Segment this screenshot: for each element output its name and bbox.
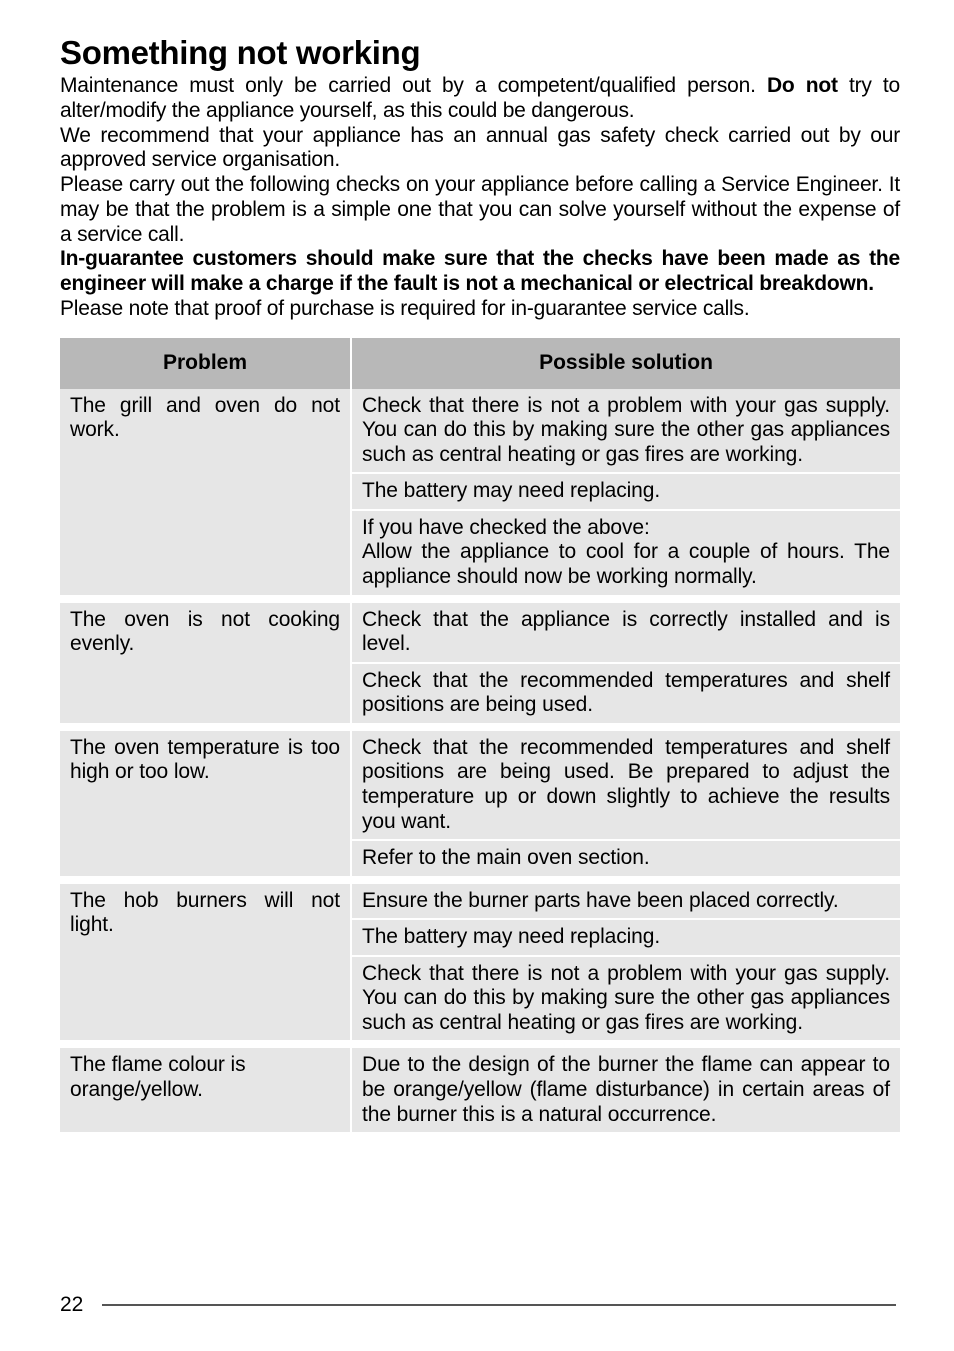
intro-p2: We recommend that your appliance has an … xyxy=(60,124,900,174)
table-separator xyxy=(60,723,900,731)
troubleshoot-table: Problem Possible solution The grill and … xyxy=(60,338,900,1133)
solution-cell: Ensure the burner parts have been placed… xyxy=(352,884,900,921)
solution-cell: Check that the appliance is correctly in… xyxy=(352,603,900,664)
intro-block: Maintenance must only be carried out by … xyxy=(60,74,900,247)
problem-cell: The flame colour is orange/yellow. xyxy=(60,1048,352,1132)
footer-rule xyxy=(102,1304,896,1306)
solution-cell: If you have checked the above:Allow the … xyxy=(352,511,900,595)
solution-cell: Due to the design of the burner the flam… xyxy=(352,1048,900,1132)
page-title: Something not working xyxy=(60,34,900,72)
table-separator xyxy=(60,595,900,603)
problem-cell: The oven temperature is too high or too … xyxy=(60,731,352,876)
solution-cell: Check that the recommended temperatures … xyxy=(352,731,900,841)
table-row: The grill and oven do not work.Check tha… xyxy=(60,389,900,475)
table-separator xyxy=(60,876,900,884)
intro-p5: Please note that proof of purchase is re… xyxy=(60,297,900,322)
table-row: The oven temperature is too high or too … xyxy=(60,731,900,841)
table-row: The flame colour is orange/yellow.Due to… xyxy=(60,1048,900,1132)
table-header-row: Problem Possible solution xyxy=(60,338,900,389)
intro-p4: In-guarantee customers should make sure … xyxy=(60,247,900,297)
solution-cell: Check that there is not a problem with y… xyxy=(352,389,900,475)
intro-p1a: Maintenance must only be carried out by … xyxy=(60,74,767,97)
solution-cell: The battery may need replacing. xyxy=(352,920,900,957)
table-separator xyxy=(60,1040,900,1048)
intro-p3: Please carry out the following checks on… xyxy=(60,173,900,247)
table-row: The hob burners will not light.Ensure th… xyxy=(60,884,900,921)
table-row: The oven is not cooking evenly.Check tha… xyxy=(60,603,900,664)
intro-p1: Maintenance must only be carried out by … xyxy=(60,74,900,124)
solution-cell: Refer to the main oven section. xyxy=(352,841,900,876)
solution-cell: The battery may need replacing. xyxy=(352,474,900,511)
col-header-problem: Problem xyxy=(60,338,352,389)
intro-p1b: Do not xyxy=(767,74,838,97)
problem-cell: The hob burners will not light. xyxy=(60,884,352,1041)
page-number: 22 xyxy=(60,1293,83,1317)
solution-cell: Check that there is not a problem with y… xyxy=(352,957,900,1041)
problem-cell: The grill and oven do not work. xyxy=(60,389,352,595)
col-header-solution: Possible solution xyxy=(352,338,900,389)
page-footer: 22 xyxy=(60,1293,900,1317)
problem-cell: The oven is not cooking evenly. xyxy=(60,603,352,723)
solution-cell: Check that the recommended temperatures … xyxy=(352,664,900,723)
